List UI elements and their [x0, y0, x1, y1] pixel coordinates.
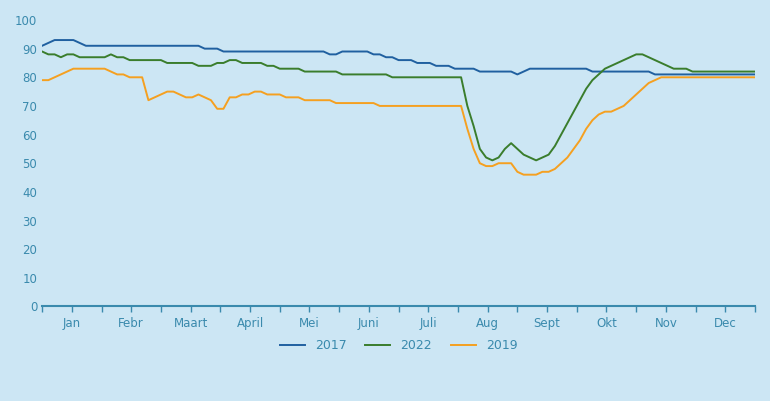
- 2019: [275, 92, 284, 97]
- 2017: [206, 46, 216, 51]
- 2017: [138, 43, 147, 48]
- Line: 2022: 2022: [42, 51, 755, 160]
- 2017: [475, 69, 484, 74]
- 2022: [200, 63, 209, 68]
- 2022: [669, 66, 678, 71]
- 2019: [206, 98, 216, 103]
- Legend: 2017, 2022, 2019: 2017, 2022, 2019: [275, 334, 522, 357]
- Line: 2017: 2017: [42, 40, 755, 75]
- 2019: [69, 66, 78, 71]
- 2019: [519, 172, 528, 177]
- 2017: [275, 49, 284, 54]
- 2022: [306, 69, 316, 74]
- Line: 2019: 2019: [42, 69, 755, 175]
- 2019: [751, 75, 760, 80]
- 2019: [675, 75, 685, 80]
- 2017: [675, 72, 685, 77]
- 2022: [751, 69, 760, 74]
- 2019: [138, 75, 147, 80]
- 2019: [38, 78, 47, 83]
- 2017: [513, 72, 522, 77]
- 2022: [469, 124, 478, 128]
- 2022: [38, 49, 47, 54]
- 2017: [38, 43, 47, 48]
- 2017: [50, 38, 59, 43]
- 2019: [313, 98, 322, 103]
- 2022: [132, 58, 141, 63]
- 2022: [487, 158, 497, 163]
- 2017: [313, 49, 322, 54]
- 2022: [269, 63, 278, 68]
- 2019: [475, 161, 484, 166]
- 2017: [751, 72, 760, 77]
